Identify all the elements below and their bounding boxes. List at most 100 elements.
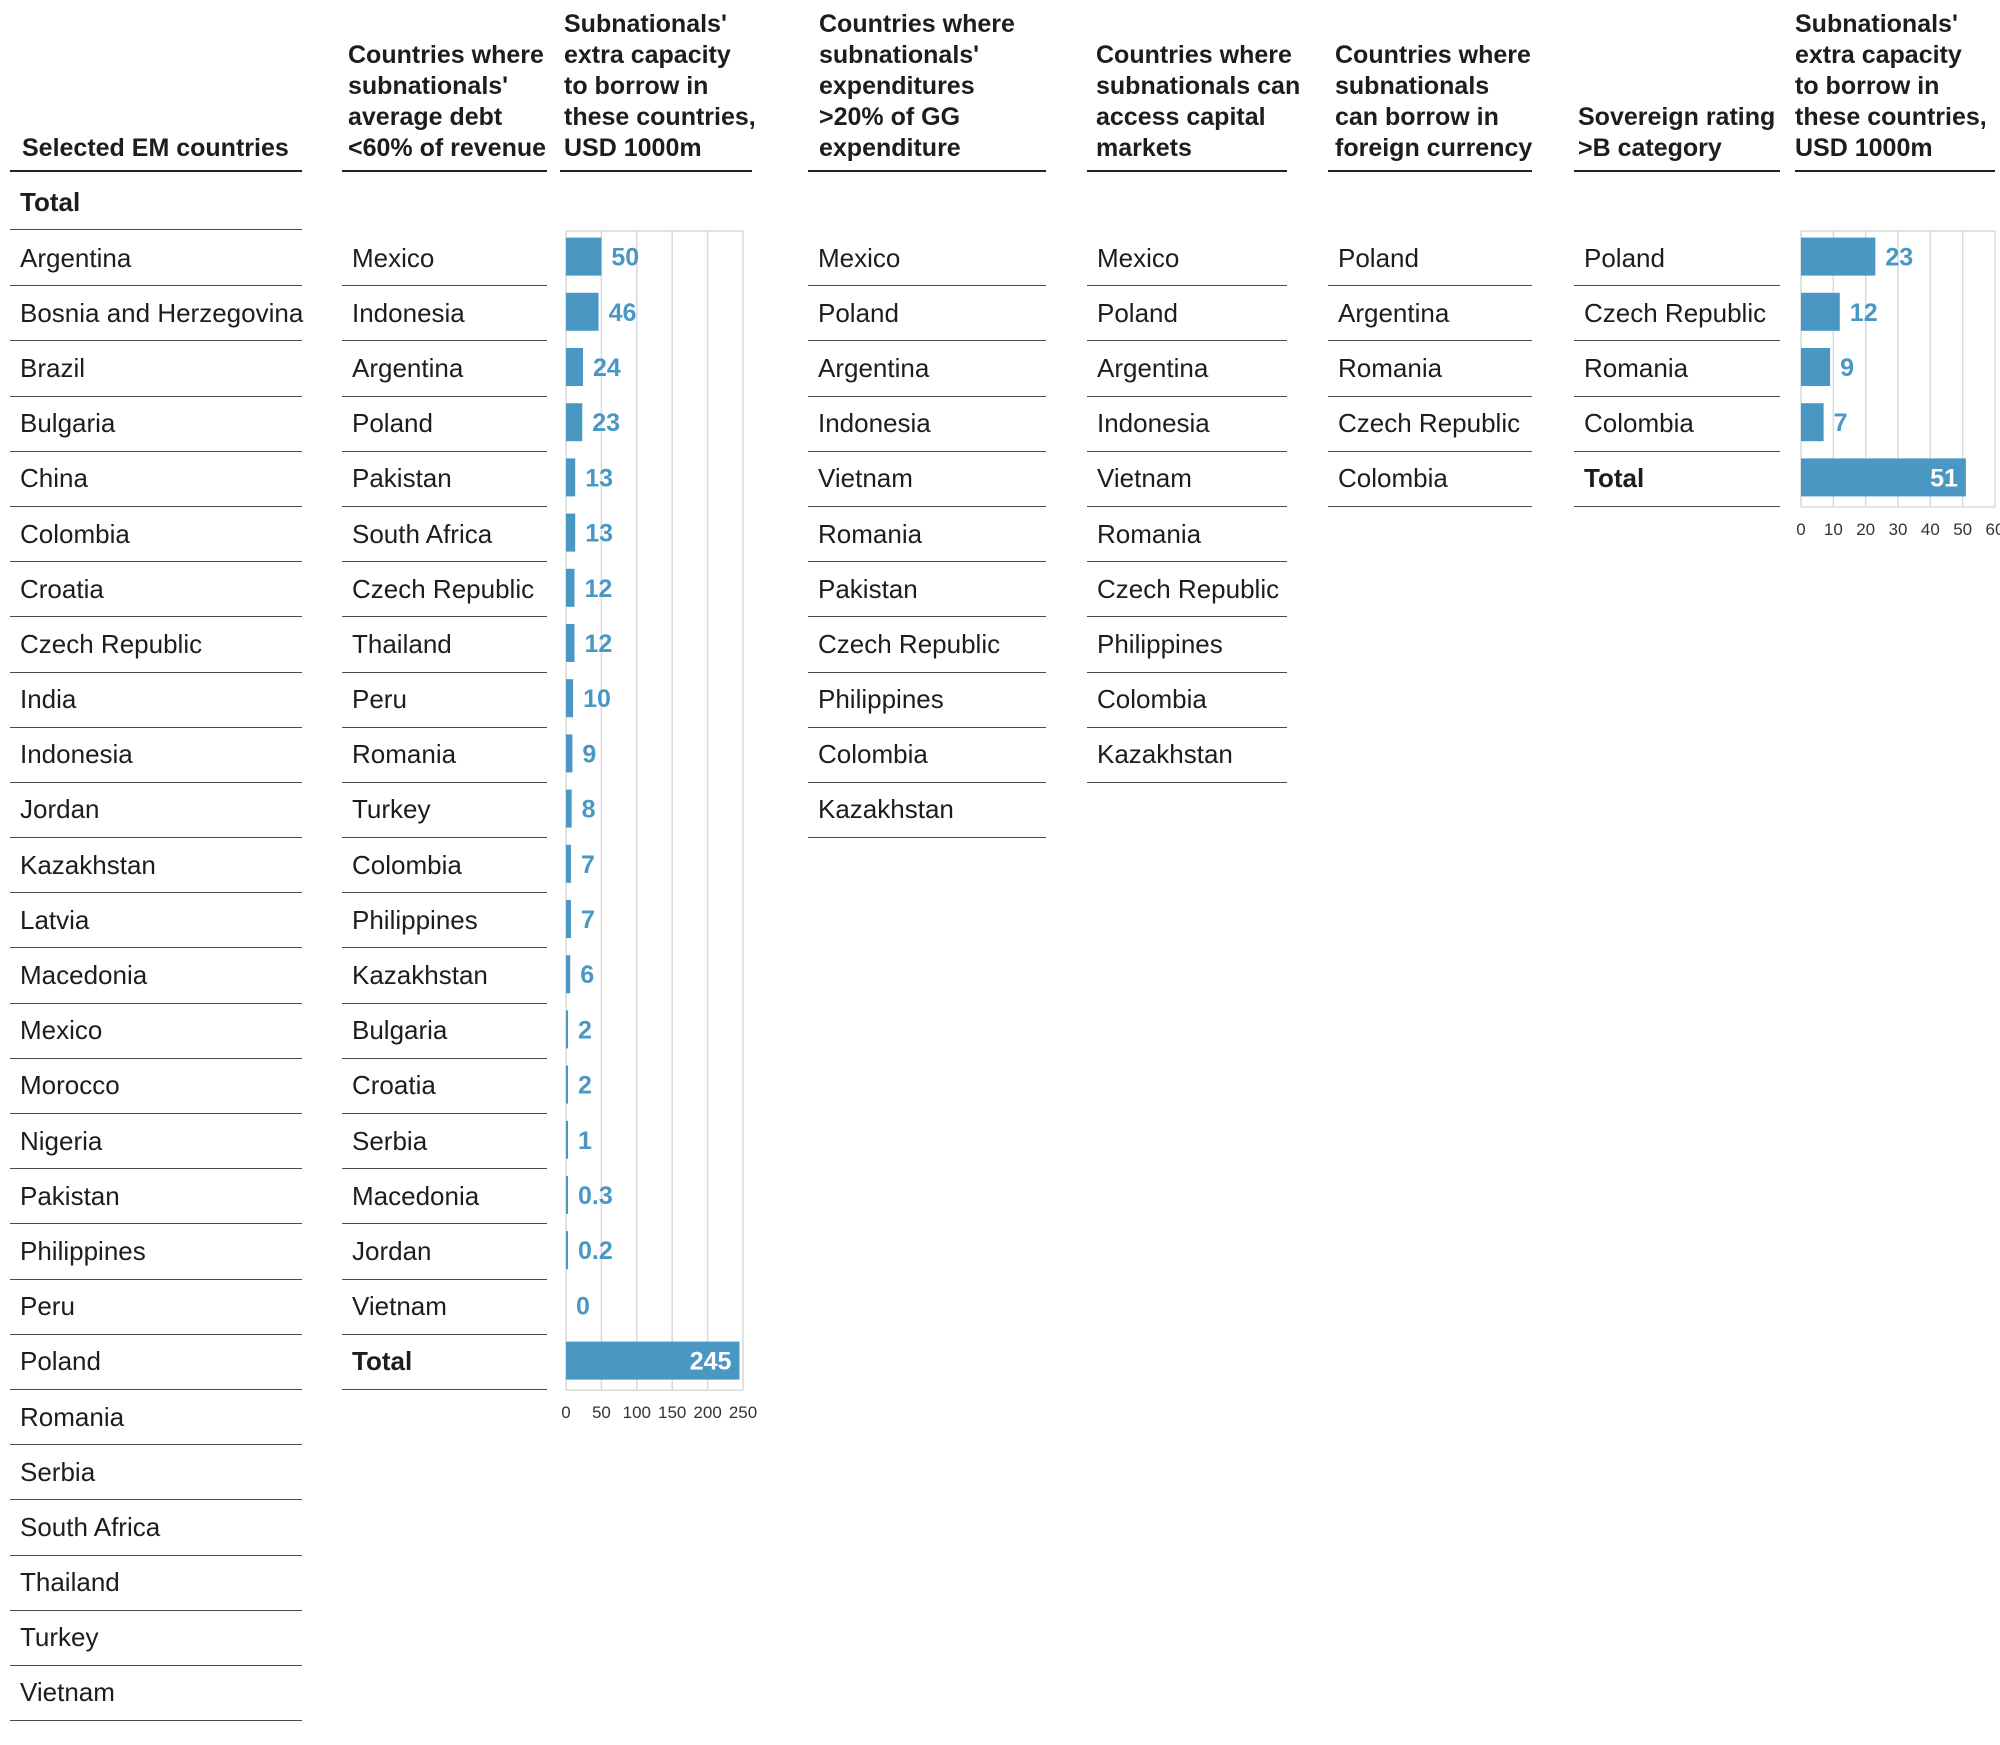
col1-row: Bosnia and Herzegovina — [10, 286, 303, 342]
chart2-tick-label: 30 — [1889, 520, 1908, 539]
col1-total-label: Total — [10, 176, 302, 230]
col2-row: Romania — [342, 728, 547, 783]
col6-rows: Poland Czech Republic Romania Colombia Total — [1574, 231, 1780, 507]
col3-row: Kazakhstan — [808, 783, 1046, 839]
chart1-value-label: 46 — [609, 299, 637, 327]
col6-row: Poland — [1574, 231, 1780, 287]
col1-row: Vietnam — [10, 1666, 302, 1722]
col3-row: Philippines — [808, 673, 1046, 728]
chart1-header: Subnationals' extra capacity to borrow in t… — [560, 0, 756, 172]
col1-row: South Africa — [10, 1500, 302, 1556]
col3-header-line: >20% of GG — [819, 103, 961, 131]
chart1-value-label: 6 — [580, 961, 594, 989]
col1-row: Thailand — [10, 1556, 302, 1611]
chart1-header-line: to borrow in — [564, 72, 709, 100]
col5-header-line: Countries where — [1335, 41, 1531, 69]
chart1-tick-label: 200 — [693, 1403, 721, 1422]
col1-row: Philippines — [10, 1224, 302, 1280]
chart1-tick-label: 100 — [623, 1403, 651, 1422]
chart2-tick-label: 40 — [1921, 520, 1940, 539]
col2-row: Total — [342, 1335, 547, 1390]
col1-row: China — [10, 452, 302, 507]
chart2-bar — [1801, 458, 1966, 497]
chart1-tick-label: 250 — [729, 1403, 757, 1422]
chart2-header-line: USD 1000m — [1795, 134, 1933, 162]
col2-row: Peru — [342, 673, 547, 728]
col1-row: Romania — [10, 1390, 302, 1446]
col5-header-line: can borrow in — [1335, 103, 1499, 131]
col1-row: Croatia — [10, 562, 302, 618]
col1-row: Colombia — [10, 507, 302, 563]
chart2-header: Subnationals' extra capacity to borrow in t… — [1795, 0, 1995, 172]
col6-row: Total — [1574, 452, 1780, 507]
col6-header: Sovereign rating >B category — [1574, 0, 1780, 172]
col4-header-line: subnationals can — [1096, 72, 1301, 100]
chart1-bar — [566, 403, 583, 442]
chart1-header-line: extra capacity — [564, 41, 731, 69]
col4-row: Romania — [1087, 507, 1287, 563]
col3-rows: Mexico Poland Argentina Indonesia Vietnam Rom… — [808, 231, 1046, 839]
chart1-value-label: 9 — [582, 740, 596, 768]
col5-header-line: subnationals — [1335, 72, 1490, 100]
chart1-value-label: 7 — [581, 851, 595, 879]
col1-row: India — [10, 673, 302, 728]
col1-rows: Argentina Bosnia and Herzegovina Brazil Bul… — [10, 231, 303, 1722]
chart1-bar — [566, 1065, 568, 1104]
col3-row: Indonesia — [808, 397, 1046, 452]
col2-row: Poland — [342, 397, 547, 452]
col3-row: Colombia — [808, 728, 1046, 783]
col1-row: Jordan — [10, 783, 302, 839]
chart2-header-line: these countries, — [1795, 103, 1987, 131]
col1-row: Macedonia — [10, 948, 302, 1004]
col4-row: Kazakhstan — [1087, 728, 1287, 783]
chart2-bar — [1801, 237, 1876, 276]
chart1: 0 50 100 150 200 250 50 46 24 23 13 13 12 12 10 9 8 7 7 6 2 2… — [560, 230, 760, 1431]
chart1-bar — [566, 1010, 568, 1049]
col6-header-line: >B category — [1578, 134, 1722, 162]
chart1-value-label: 0.2 — [578, 1237, 613, 1265]
col2-row: Macedonia — [342, 1169, 547, 1225]
chart1-bar — [566, 513, 576, 552]
chart2-header-line: to borrow in — [1795, 72, 1940, 100]
col2-row: Kazakhstan — [342, 948, 547, 1004]
col4-row: Indonesia — [1087, 397, 1287, 452]
col3-header-line: subnationals' — [819, 41, 980, 69]
col4-row: Philippines — [1087, 617, 1287, 673]
col5-row: Czech Republic — [1328, 397, 1532, 452]
col2-row: Mexico — [342, 231, 547, 287]
chart1-value-label: 10 — [583, 685, 611, 713]
chart1-bar — [566, 237, 602, 276]
chart1-value-label: 24 — [593, 354, 621, 382]
col3-row: Argentina — [808, 341, 1046, 397]
col2-row: Thailand — [342, 617, 547, 673]
col2-row: Bulgaria — [342, 1004, 547, 1059]
col5-row: Romania — [1328, 341, 1532, 397]
chart1-value-label: 2 — [578, 1072, 592, 1100]
col3-header-line: Countries where — [819, 10, 1015, 38]
chart1-bar — [566, 1341, 740, 1380]
col4-row: Argentina — [1087, 341, 1287, 397]
chart1-value-label: 0 — [576, 1292, 590, 1320]
col1-row: Pakistan — [10, 1169, 302, 1225]
chart1-value-label: 7 — [581, 906, 595, 934]
chart1-bar — [566, 844, 571, 883]
col5-rows: Poland Argentina Romania Czech Republic Colo… — [1328, 231, 1532, 507]
chart2-value-label: 9 — [1840, 354, 1854, 382]
col4-row: Colombia — [1087, 673, 1287, 728]
col4-row: Vietnam — [1087, 452, 1287, 507]
col2-row: Pakistan — [342, 452, 547, 507]
chart1-tick-label: 150 — [658, 1403, 686, 1422]
chart1-bar — [566, 624, 575, 662]
chart1-value-label: 245 — [690, 1348, 732, 1376]
col2-row: Colombia — [342, 838, 547, 894]
col3-header-line: expenditure — [819, 134, 961, 162]
chart2-value-label: 12 — [1850, 299, 1878, 327]
chart1-value-label: 0.3 — [578, 1182, 613, 1210]
col1-row: Kazakhstan — [10, 838, 302, 894]
chart2-tick-label: 0 — [1796, 520, 1805, 539]
chart1-tick-label: 0 — [561, 1403, 570, 1422]
col1-header-line: Selected EM countries — [22, 134, 289, 162]
chart1-value-label: 2 — [578, 1016, 592, 1044]
chart1-bar — [566, 955, 571, 994]
chart2-bar — [1801, 348, 1831, 386]
